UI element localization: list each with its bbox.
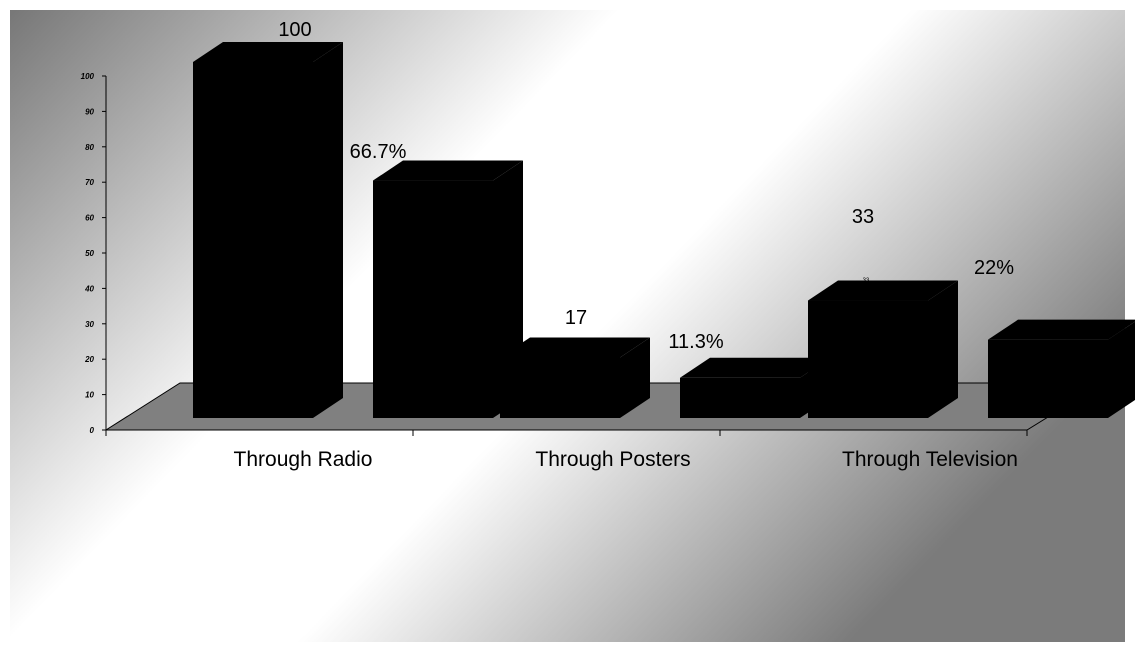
bar-top <box>988 319 1135 340</box>
bar-top <box>680 357 830 378</box>
y-tick-label: 20 <box>84 355 94 364</box>
bar-top <box>808 280 958 301</box>
data-label-series-1: 33 <box>852 206 874 228</box>
bar-side <box>620 337 650 418</box>
data-label-series-1: 17 <box>565 307 587 329</box>
bar-top <box>500 337 650 358</box>
bar-series-2 <box>988 319 1135 418</box>
data-label-series-2: 11.3% <box>668 331 723 353</box>
y-tick-label: 50 <box>85 249 94 258</box>
y-tick-label: 0 <box>90 426 95 435</box>
bar-side <box>928 280 958 418</box>
bar-top <box>193 42 343 62</box>
bar-top <box>373 160 523 181</box>
x-category-label: Through Television <box>842 448 1018 471</box>
bars <box>193 42 1135 418</box>
y-tick-label: 90 <box>85 107 94 116</box>
y-tick-label: 80 <box>85 143 94 152</box>
y-tick-label: 100 <box>81 72 95 81</box>
y-tick-label: 10 <box>85 391 94 400</box>
bar-side <box>313 42 343 418</box>
data-labels: 100 66.7% 17 11.3% 33 22% 33 <box>278 19 1014 353</box>
y-tick-label: 70 <box>85 178 94 187</box>
data-label-series-2: 22% <box>974 257 1014 279</box>
bar-front <box>808 300 928 418</box>
bar-front <box>988 339 1108 418</box>
bar-series-1 <box>500 337 650 418</box>
x-category-label: Through Radio <box>234 448 373 471</box>
bar-front <box>680 377 800 418</box>
y-axis: 0 10 20 30 40 50 60 70 80 90 100 <box>81 72 107 435</box>
x-category-label: Through Posters <box>535 448 690 471</box>
bar-series-2 <box>680 357 830 418</box>
data-label-series-2: 66.7% <box>350 141 407 163</box>
data-label-series-1: 100 <box>278 19 311 41</box>
bar-front <box>373 180 493 418</box>
bar-front <box>193 62 313 418</box>
bar-series-1 <box>808 280 958 418</box>
y-tick-label: 60 <box>85 214 94 223</box>
bar-side <box>1108 321 1135 418</box>
bar-front <box>500 357 620 418</box>
x-axis: Through Radio Through Posters Through Tele… <box>105 429 1028 471</box>
data-label-small: 33 <box>863 278 870 284</box>
bar-series-1 <box>193 42 343 418</box>
y-tick-label: 40 <box>84 284 94 293</box>
y-tick-label: 30 <box>85 320 94 329</box>
